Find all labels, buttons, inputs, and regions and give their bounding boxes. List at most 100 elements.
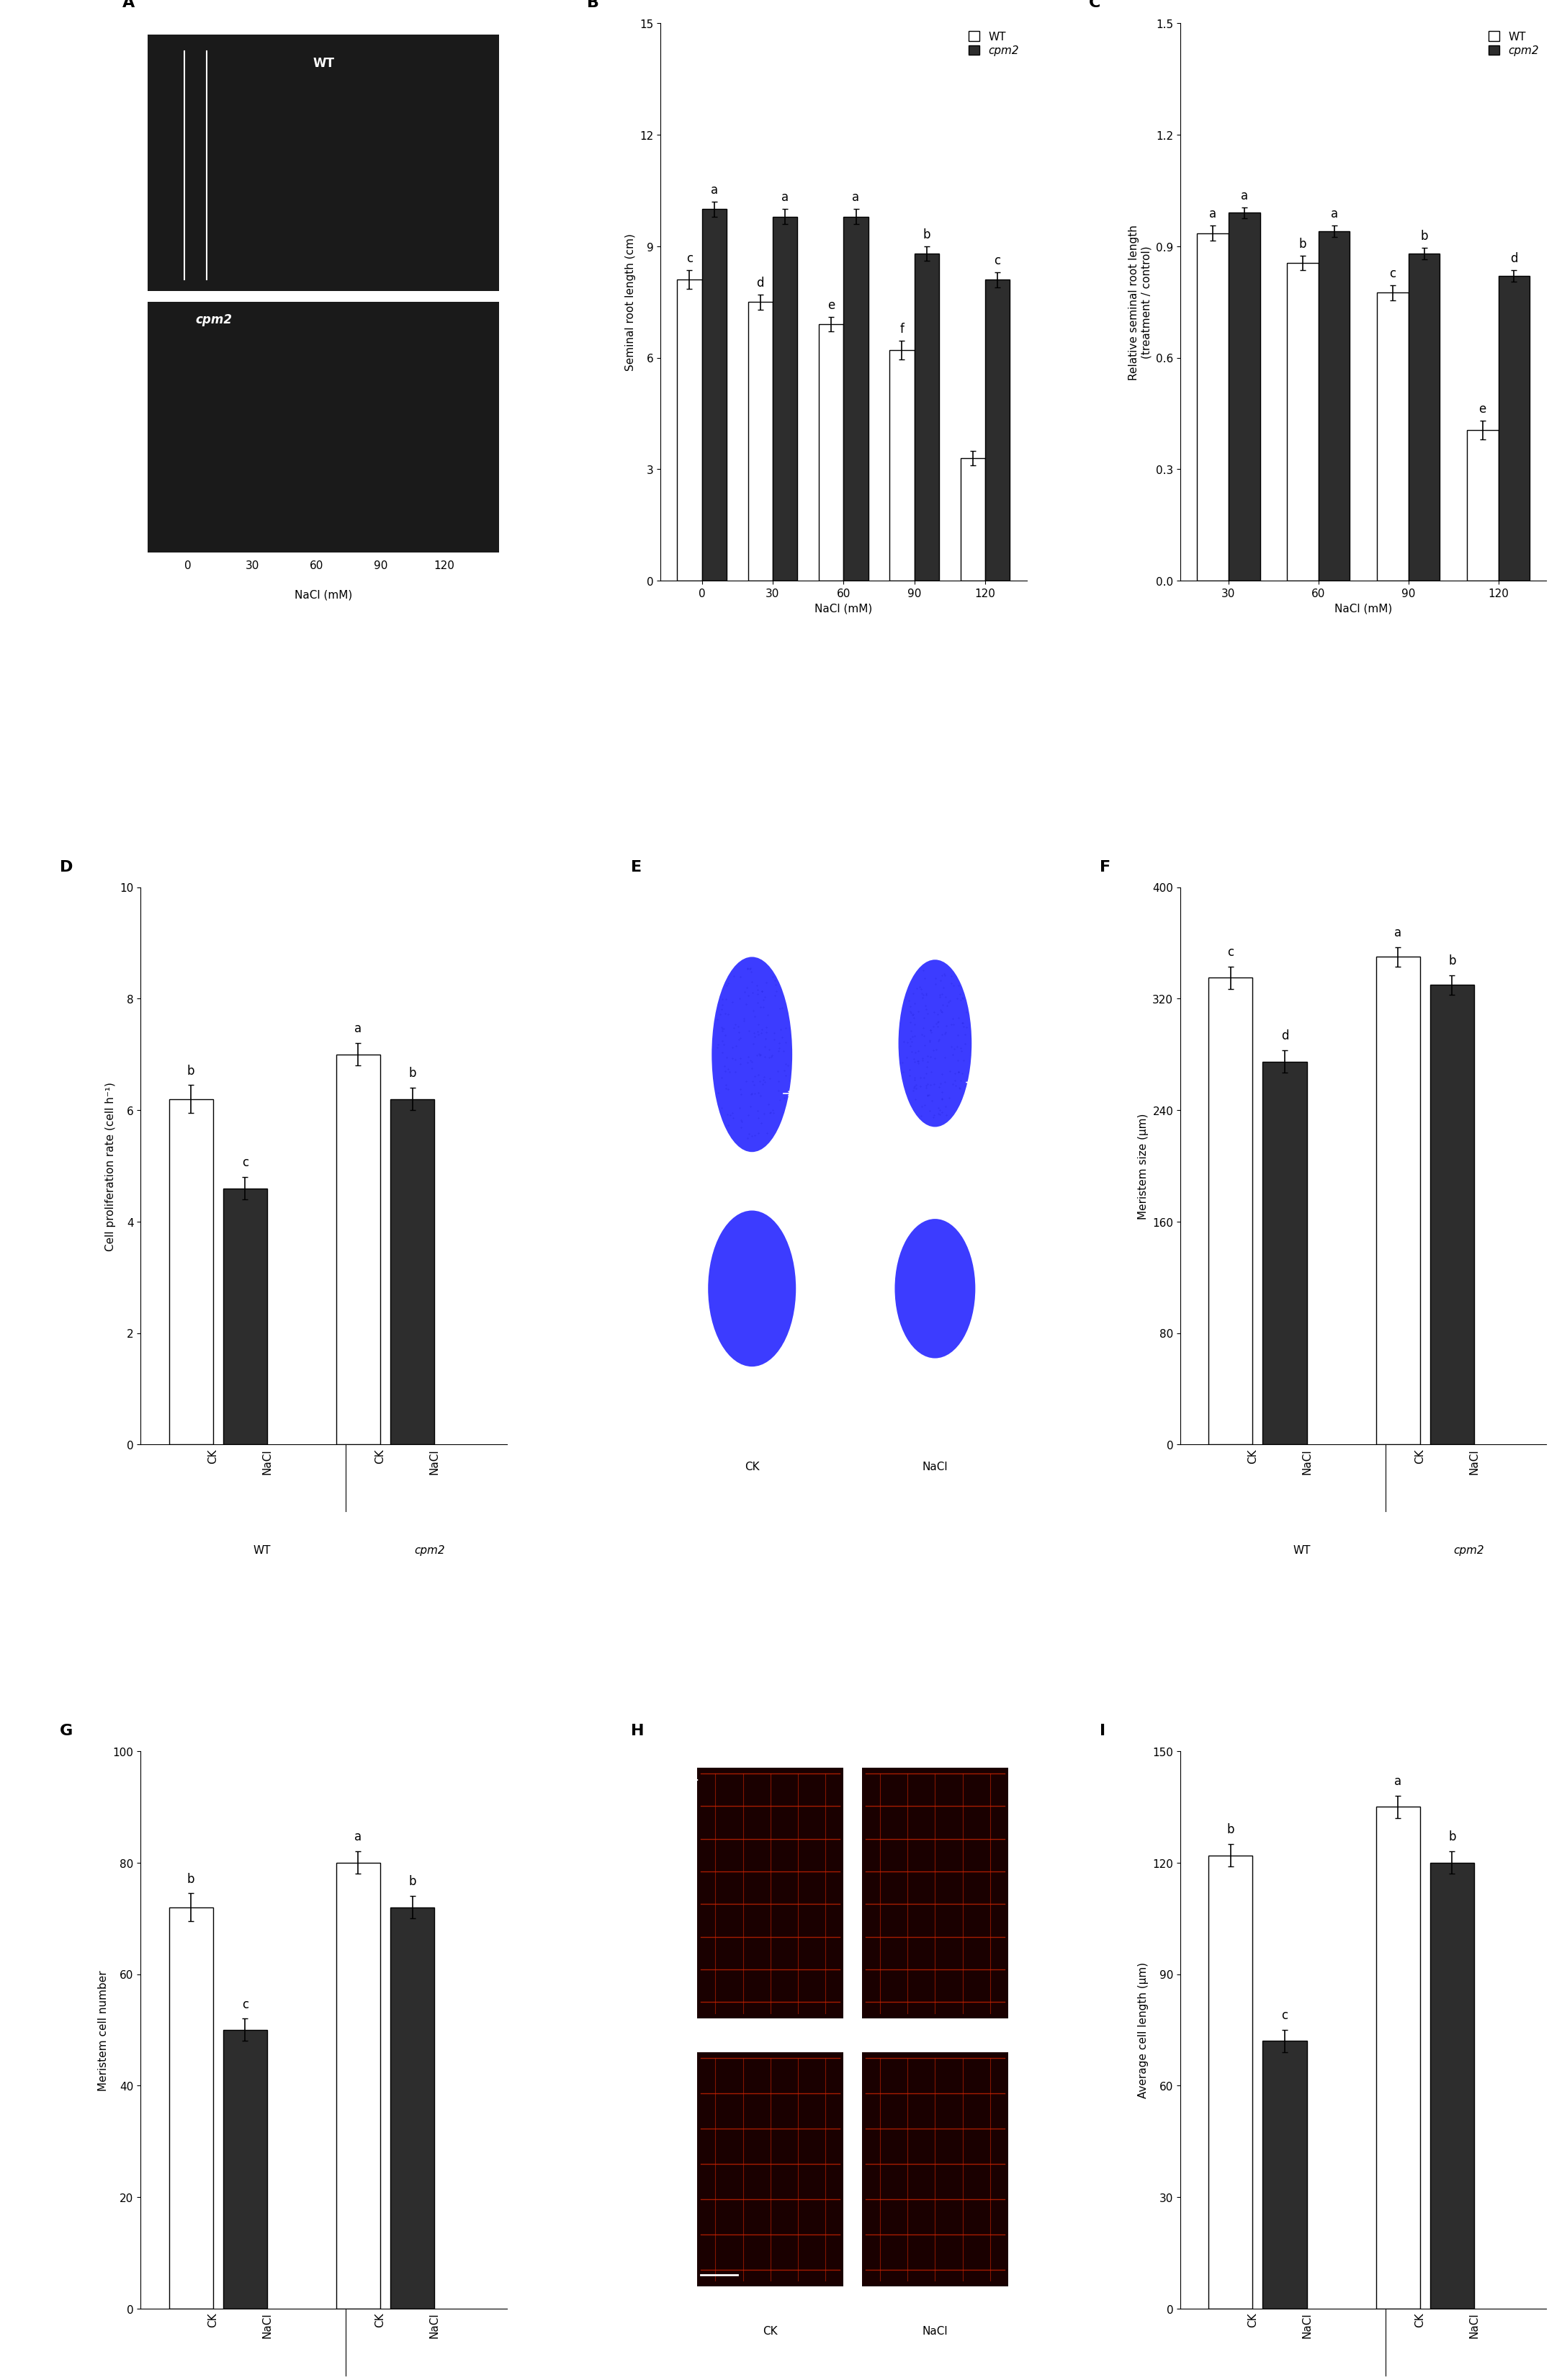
Bar — [1409, 255, 1440, 581]
Bar — [986, 281, 1011, 581]
Text: a: a — [355, 1830, 362, 1842]
Text: d: d — [1510, 252, 1518, 264]
Text: CK: CK — [745, 1461, 759, 1473]
Bar — [697, 2052, 843, 2287]
Y-axis label: Relative seminal root length
(treatment / control): Relative seminal root length (treatment … — [1128, 224, 1151, 381]
Text: c: c — [1281, 2009, 1289, 2021]
Text: WT: WT — [679, 1780, 698, 1790]
Text: WT: WT — [679, 916, 698, 926]
Ellipse shape — [898, 959, 972, 1128]
Text: G: G — [59, 1723, 73, 1737]
Text: c: c — [242, 1997, 248, 2011]
Bar — [336, 1054, 380, 1445]
Bar — [1376, 1806, 1420, 2309]
Text: C: C — [1089, 0, 1101, 10]
Bar — [961, 459, 986, 581]
Bar — [1429, 1864, 1475, 2309]
Text: c: c — [242, 1157, 248, 1169]
Text: e: e — [828, 300, 834, 312]
Text: a: a — [1395, 1775, 1401, 1787]
Legend: WT, cpm2: WT, cpm2 — [967, 29, 1022, 60]
Ellipse shape — [895, 1219, 975, 1359]
Bar — [818, 324, 843, 581]
Text: a: a — [853, 190, 859, 205]
Text: b: b — [187, 1873, 195, 1885]
Text: F: F — [1100, 859, 1111, 873]
Y-axis label: Meristem cell number: Meristem cell number — [98, 1971, 109, 2090]
Text: a: a — [1331, 207, 1337, 221]
Text: NaCl (mM): NaCl (mM) — [295, 590, 353, 600]
Text: CK: CK — [762, 2325, 778, 2337]
Bar — [1498, 276, 1529, 581]
Text: cpm2: cpm2 — [195, 314, 233, 326]
Bar — [843, 217, 868, 581]
Ellipse shape — [712, 957, 792, 1152]
Bar — [701, 209, 726, 581]
Text: cpm2: cpm2 — [679, 2042, 712, 2052]
Bar — [148, 302, 500, 552]
Bar — [748, 302, 773, 581]
Text: e: e — [1479, 402, 1485, 416]
Bar — [1287, 264, 1318, 581]
Text: a: a — [1240, 188, 1248, 202]
Bar — [1318, 231, 1350, 581]
Text: b: b — [1420, 231, 1428, 243]
Text: a: a — [355, 1023, 362, 1035]
Y-axis label: Meristem size (μm): Meristem size (μm) — [1137, 1114, 1148, 1219]
Text: c: c — [1228, 945, 1234, 959]
Y-axis label: Cell proliferation rate (cell h⁻¹): Cell proliferation rate (cell h⁻¹) — [105, 1081, 116, 1252]
Text: cpm2: cpm2 — [414, 1545, 445, 1557]
Bar — [169, 1906, 212, 2309]
Bar — [148, 36, 500, 290]
Bar — [223, 2030, 267, 2309]
Text: c: c — [686, 252, 694, 264]
Text: b: b — [923, 228, 931, 240]
Text: cpm2: cpm2 — [679, 1183, 712, 1195]
Y-axis label: Seminal root length (cm): Seminal root length (cm) — [625, 233, 636, 371]
Bar — [889, 350, 914, 581]
Text: 60: 60 — [309, 559, 323, 571]
Bar — [336, 1864, 380, 2309]
Text: E: E — [631, 859, 642, 873]
Bar — [1209, 1856, 1253, 2309]
Text: f: f — [900, 324, 904, 336]
Text: 120: 120 — [434, 559, 455, 571]
Text: 30: 30 — [245, 559, 259, 571]
Text: d: d — [756, 276, 764, 290]
Text: H: H — [631, 1723, 645, 1737]
Bar — [390, 1100, 434, 1445]
Bar — [1376, 957, 1420, 1445]
Bar — [169, 1100, 212, 1445]
Text: b: b — [409, 1066, 415, 1081]
Bar — [1196, 233, 1228, 581]
Bar — [1228, 214, 1261, 581]
Text: b: b — [1226, 1823, 1234, 1835]
Text: 0: 0 — [184, 559, 192, 571]
Text: NaCl: NaCl — [922, 1461, 948, 1473]
Bar — [223, 1188, 267, 1445]
Bar — [1467, 431, 1498, 581]
Text: NaCl: NaCl — [922, 2325, 948, 2337]
Y-axis label: Average cell length (μm): Average cell length (μm) — [1137, 1961, 1148, 2099]
Text: cpm2: cpm2 — [1454, 1545, 1484, 1557]
Bar — [862, 1768, 1007, 2018]
Text: I: I — [1100, 1723, 1106, 1737]
Bar — [697, 1768, 843, 2018]
Bar — [1429, 985, 1475, 1445]
Text: c: c — [993, 255, 1001, 267]
Legend: WT, cpm2: WT, cpm2 — [1485, 29, 1540, 60]
Text: b: b — [1448, 954, 1456, 966]
Text: b: b — [1300, 238, 1306, 250]
Bar — [1376, 293, 1409, 581]
Text: a: a — [711, 183, 719, 198]
Text: WT: WT — [253, 1545, 270, 1557]
Bar — [1209, 978, 1253, 1445]
Bar — [914, 255, 939, 581]
Bar — [862, 2052, 1007, 2287]
Text: a: a — [1395, 926, 1401, 940]
X-axis label: NaCl (mM): NaCl (mM) — [815, 602, 872, 614]
Text: 90: 90 — [373, 559, 387, 571]
Text: D: D — [59, 859, 73, 873]
Text: b: b — [1448, 1830, 1456, 1842]
Text: WT: WT — [1293, 1545, 1311, 1557]
